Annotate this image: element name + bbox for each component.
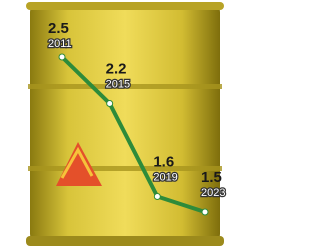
- value-label: 1.5: [201, 169, 222, 186]
- data-point: [59, 54, 65, 60]
- value-label: 1.6: [153, 153, 174, 170]
- data-point: [107, 101, 113, 107]
- data-point: [202, 209, 208, 215]
- year-label: 2015: [106, 78, 130, 90]
- value-label: 2.5: [48, 20, 69, 37]
- year-label: 2011: [48, 38, 72, 50]
- value-label: 2.2: [106, 60, 127, 77]
- data-point: [154, 194, 160, 200]
- year-label: 2019: [153, 171, 177, 183]
- year-label: 2023: [201, 187, 225, 199]
